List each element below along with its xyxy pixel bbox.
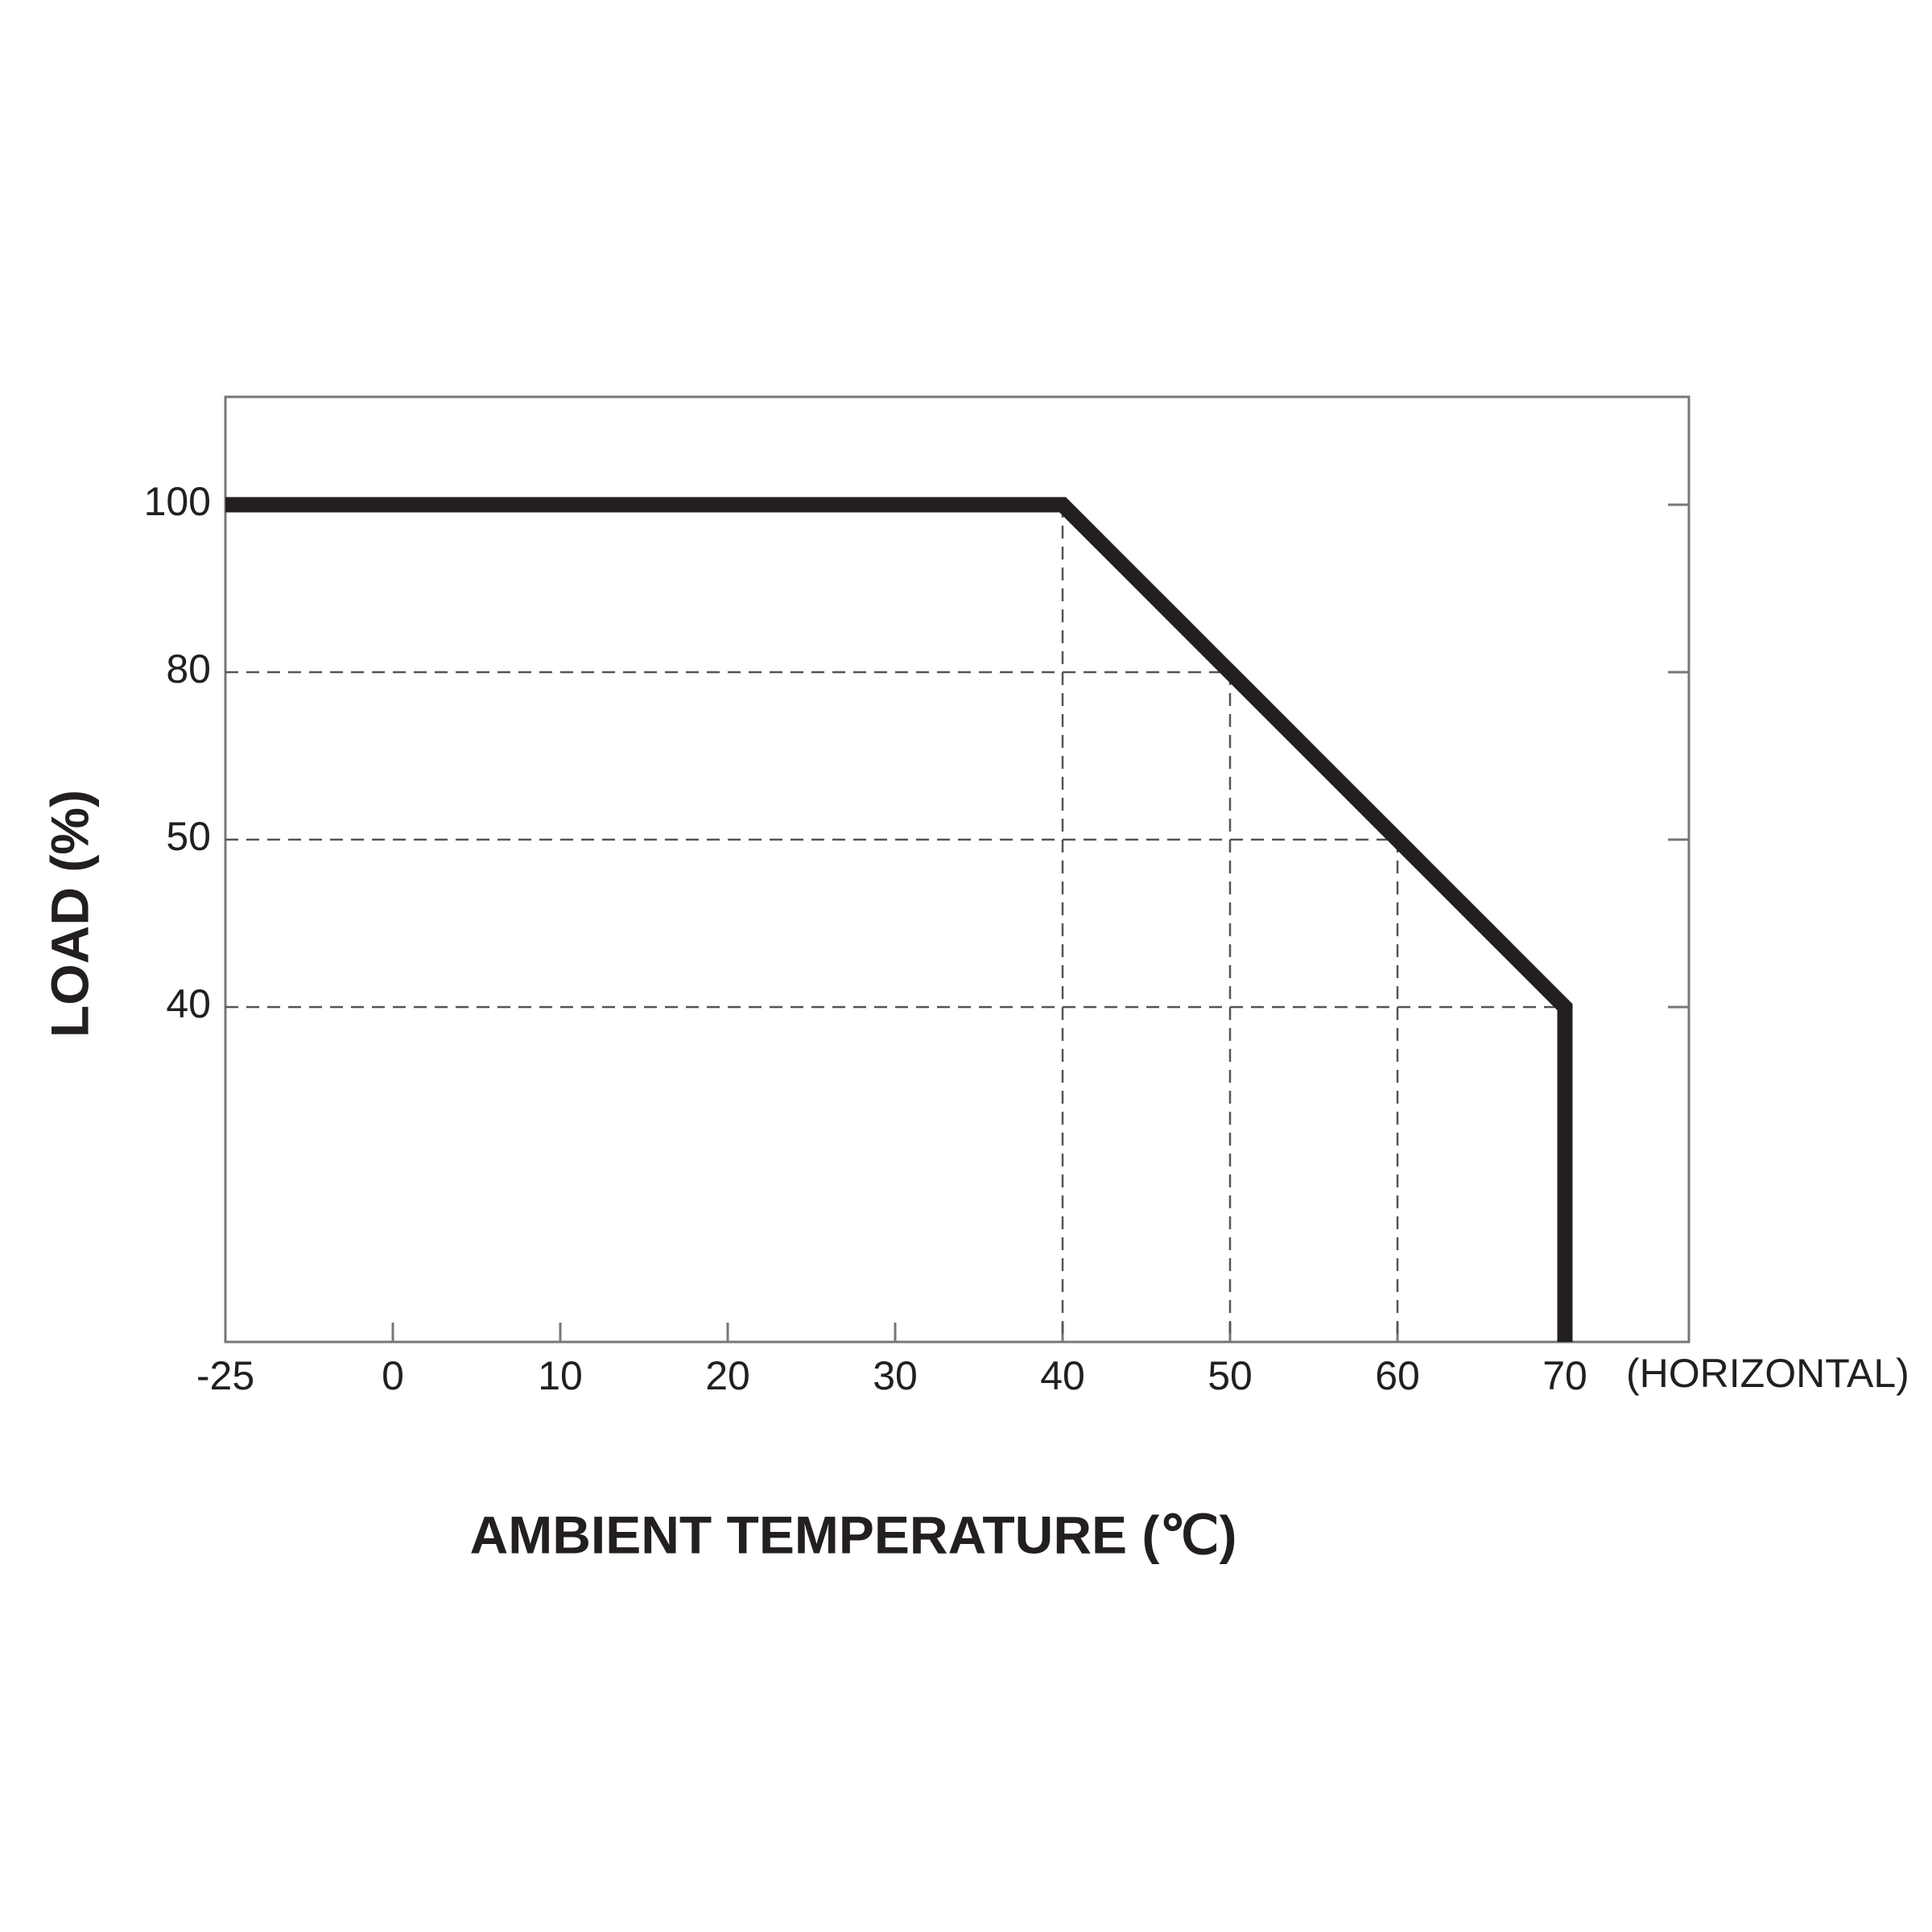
derating-line [225, 497, 1573, 1342]
plot-frame [224, 395, 1690, 1344]
x-tick-label: 20 [705, 1353, 750, 1398]
x-tick-label: 40 [1040, 1353, 1085, 1398]
y-axis-title: LOAD (%) [39, 790, 99, 1038]
y-tick-label: 80 [166, 646, 211, 691]
x-tick-label: 50 [1208, 1353, 1253, 1398]
x-tick-label: 70 [1542, 1353, 1587, 1398]
y-tick-label: 50 [166, 814, 211, 859]
y-tick-label: 100 [144, 479, 211, 524]
x-tick-label: 0 [382, 1353, 404, 1398]
x-axis-note: (HORIZONTAL) [1626, 1351, 1909, 1396]
x-tick-label: 60 [1375, 1353, 1420, 1398]
x-tick-label: 10 [538, 1353, 583, 1398]
x-tick-label: -25 [196, 1353, 254, 1398]
x-tick-label: 30 [873, 1353, 918, 1398]
y-tick-label: 40 [166, 981, 211, 1026]
x-axis-title: AMBIENT TEMPERATURE (℃) [470, 1505, 1237, 1564]
